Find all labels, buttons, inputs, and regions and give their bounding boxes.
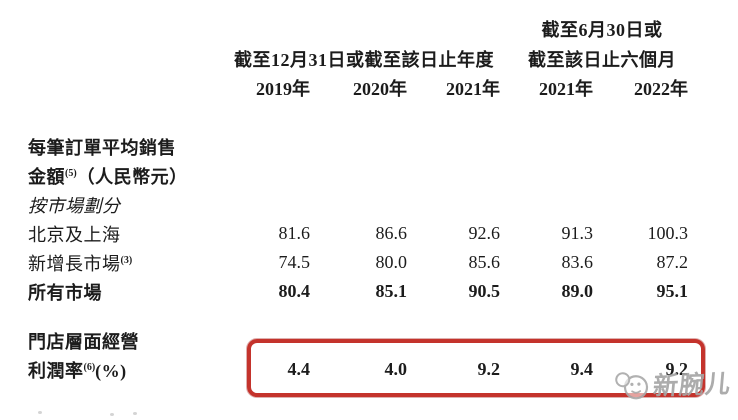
value-cell: 95.1 bbox=[656, 281, 689, 301]
value-cell: 80.0 bbox=[375, 252, 408, 272]
value-cell: 80.4 bbox=[278, 281, 311, 301]
row-label: 北京及上海 bbox=[28, 224, 121, 245]
period-header-annual: 截至12月31日或截至該日止年度 bbox=[234, 50, 494, 70]
page-artifact-dot bbox=[133, 412, 137, 415]
value-cell: 9.2 bbox=[477, 359, 501, 379]
page-artifact-dot bbox=[38, 411, 42, 414]
table-row-metric-title-1: 每筆訂單平均銷售 bbox=[28, 132, 688, 161]
average-order-value-table: 截至6月30日或 截至12月31日或截至該日止年度 截至該日止六個月 2019年… bbox=[28, 14, 688, 384]
year-header-cell: 2021年 bbox=[539, 79, 593, 99]
table-row-period-header-2: 截至12月31日或截至該日止年度 截至該日止六個月 bbox=[28, 44, 688, 74]
table-row-years: 2019年 2020年 2021年 2021年 2022年 bbox=[28, 74, 688, 102]
page-artifact-dot bbox=[110, 413, 114, 416]
footnote-ref: (5) bbox=[65, 167, 77, 179]
year-header-cell: 2019年 bbox=[256, 79, 310, 99]
value-cell: 4.0 bbox=[384, 359, 408, 379]
value-cell: 81.6 bbox=[278, 223, 311, 243]
value-cell: 87.2 bbox=[656, 252, 689, 272]
value-cell: 83.6 bbox=[561, 252, 594, 272]
table-row-store-level-title: 門店層面經營 bbox=[28, 326, 688, 355]
year-header-cell: 2020年 bbox=[353, 79, 407, 99]
row-label: 按市場劃分 bbox=[28, 195, 121, 216]
row-label: 門店層面經營 bbox=[28, 331, 139, 352]
value-cell: 85.6 bbox=[468, 252, 501, 272]
period-header-interim-line1: 截至6月30日或 bbox=[541, 20, 663, 40]
watermark: 新腕儿 bbox=[611, 366, 733, 407]
value-cell: 92.6 bbox=[468, 223, 501, 243]
watermark-text: 新腕儿 bbox=[651, 370, 733, 401]
table-row-new-growth-markets: 新增長市場(3) 74.5 80.0 85.6 83.6 87.2 bbox=[28, 248, 688, 277]
table-row-all-markets: 所有市場 80.4 85.1 90.5 89.0 95.1 bbox=[28, 277, 688, 306]
row-label: 利潤率(6)(%) bbox=[28, 360, 127, 381]
value-cell: 74.5 bbox=[278, 252, 311, 272]
row-label: 每筆訂單平均銷售 bbox=[28, 137, 176, 158]
empty-cell bbox=[218, 14, 500, 44]
table-row-beijing-shanghai: 北京及上海 81.6 86.6 92.6 91.3 100.3 bbox=[28, 219, 688, 248]
table-row-operating-margin: 利潤率(6)(%) 4.4 4.0 9.2 9.4 9.2 bbox=[28, 355, 688, 384]
value-cell: 9.4 bbox=[570, 359, 594, 379]
row-label: 所有市場 bbox=[28, 282, 102, 303]
table-row-by-market: 按市場劃分 bbox=[28, 190, 688, 219]
value-cell: 4.4 bbox=[287, 359, 311, 379]
value-cell: 9.2 bbox=[665, 359, 689, 379]
value-cell: 90.5 bbox=[468, 281, 501, 301]
table-row-metric-title-2: 金額(5)（人民幣元） bbox=[28, 161, 688, 190]
footnote-ref: (6) bbox=[83, 361, 96, 373]
spacer-row bbox=[28, 306, 688, 326]
spacer-row bbox=[28, 102, 688, 132]
table-row-period-header-1: 截至6月30日或 bbox=[28, 14, 688, 44]
row-label: 新增長市場(3) bbox=[28, 253, 133, 274]
empty-cell bbox=[28, 74, 218, 102]
watermark-logo-icon bbox=[611, 369, 652, 407]
year-header-cell: 2021年 bbox=[446, 79, 500, 99]
value-cell: 86.6 bbox=[375, 223, 408, 243]
value-cell: 85.1 bbox=[375, 281, 408, 301]
value-cell: 91.3 bbox=[561, 223, 594, 243]
year-header-cell: 2022年 bbox=[634, 79, 688, 99]
value-cell: 89.0 bbox=[561, 281, 594, 301]
empty-cell bbox=[28, 14, 218, 44]
value-cell: 100.3 bbox=[647, 223, 689, 243]
row-label: 金額(5)（人民幣元） bbox=[28, 166, 188, 187]
empty-cell bbox=[28, 44, 218, 74]
period-header-interim-line2: 截至該日止六個月 bbox=[528, 50, 676, 70]
footnote-ref: (3) bbox=[120, 254, 133, 266]
